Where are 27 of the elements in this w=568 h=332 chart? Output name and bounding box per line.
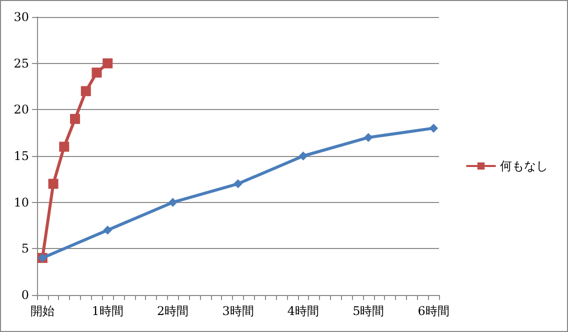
point xyxy=(103,226,112,235)
point xyxy=(48,178,58,189)
point xyxy=(59,142,70,152)
x-tick-label: 1時間 xyxy=(92,304,124,318)
point xyxy=(234,179,242,188)
legend-label: 何もなし xyxy=(500,159,548,173)
point xyxy=(298,152,308,160)
x-tick-label: 開始 xyxy=(30,304,54,318)
y-tick-label: 10 xyxy=(14,195,29,210)
x-tick-label: 6時間 xyxy=(418,304,450,318)
point xyxy=(102,58,113,68)
x-tick-label: 3時間 xyxy=(222,304,254,318)
y-tick-label: 15 xyxy=(14,149,29,163)
point xyxy=(168,198,178,207)
x-tick-label: 2時間 xyxy=(156,304,189,318)
point xyxy=(429,124,438,133)
point xyxy=(364,132,373,142)
x-tick-label: 4時間 xyxy=(287,304,320,318)
y-tick-label: 20 xyxy=(14,102,29,117)
y-tick-label: 25 xyxy=(14,56,29,70)
y-tick-label: 5 xyxy=(21,242,29,256)
point xyxy=(92,68,102,78)
y-tick-label: 0 xyxy=(21,288,29,302)
point xyxy=(70,114,80,124)
y-tick-label: 30 xyxy=(14,10,29,24)
x-tick-label: 5時間 xyxy=(352,304,384,318)
point xyxy=(80,86,91,96)
